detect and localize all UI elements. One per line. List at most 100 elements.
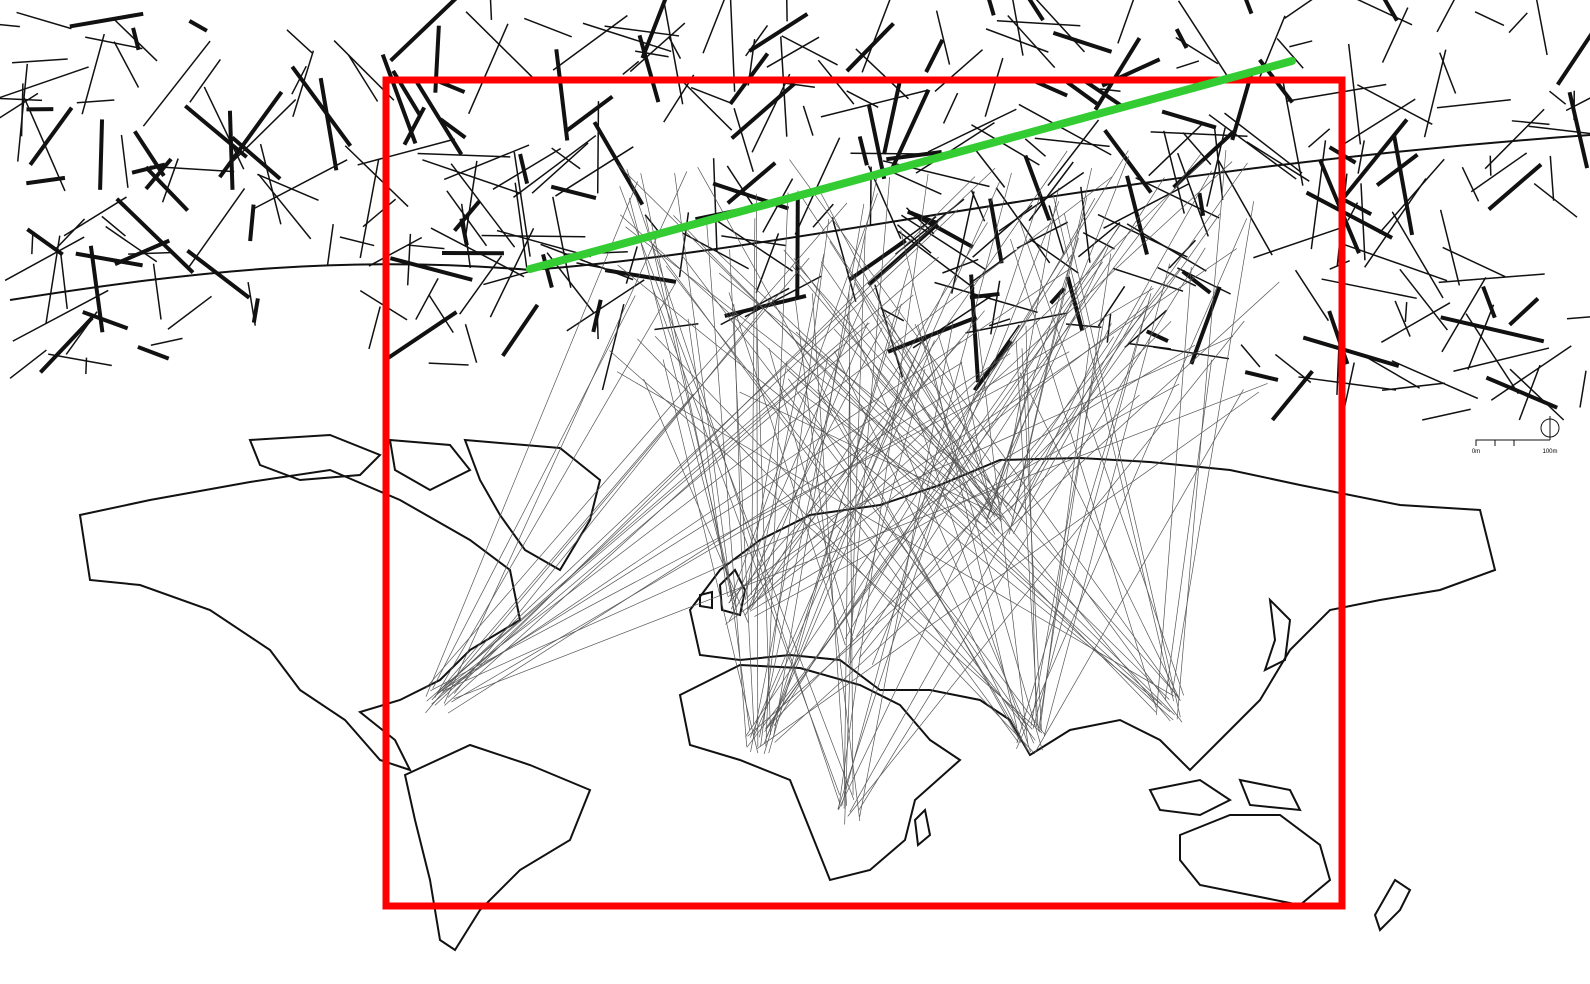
- connection-line: [718, 272, 1010, 506]
- street: [1276, 38, 1304, 69]
- street: [1217, 160, 1273, 256]
- street: [984, 57, 1004, 117]
- street: [1024, 138, 1047, 157]
- street: [1436, 0, 1455, 33]
- street: [935, 10, 951, 65]
- highlight-box: [382, 76, 1346, 910]
- street: [133, 130, 166, 177]
- street: [189, 58, 221, 103]
- street: [402, 106, 426, 146]
- street: [855, 48, 910, 100]
- street: [1484, 108, 1545, 170]
- street: [1284, 0, 1313, 19]
- street: [712, 158, 718, 252]
- street: [55, 218, 86, 250]
- street: [222, 99, 297, 172]
- street: [1378, 158, 1445, 234]
- street: [973, 324, 1020, 391]
- street: [188, 19, 208, 33]
- street: [1423, 49, 1447, 138]
- street: [0, 66, 89, 99]
- scale-line: [1475, 439, 1550, 446]
- street: [4, 236, 85, 282]
- street: [85, 36, 143, 50]
- scale-label: 100m: [1542, 449, 1557, 455]
- street: [1321, 278, 1417, 300]
- street: [101, 215, 126, 237]
- street: [161, 158, 179, 203]
- street: [259, 143, 282, 225]
- connection-line: [447, 176, 976, 698]
- street: [38, 316, 94, 374]
- street: [137, 345, 170, 361]
- connection-line: [697, 166, 1022, 743]
- connection-line: [881, 314, 1183, 723]
- street: [1357, 140, 1365, 174]
- street: [744, 275, 822, 318]
- connection-line: [760, 218, 830, 747]
- connection-line: [729, 193, 878, 604]
- street: [726, 161, 777, 205]
- street: [75, 251, 143, 268]
- connection-line: [436, 167, 996, 696]
- street: [144, 157, 173, 191]
- street: [1148, 122, 1205, 177]
- street: [105, 225, 158, 263]
- street: [1125, 175, 1149, 255]
- street: [417, 152, 511, 158]
- street: [1579, 370, 1587, 408]
- street: [518, 153, 530, 185]
- street: [1176, 152, 1209, 237]
- connection-line: [843, 363, 851, 809]
- street: [467, 23, 509, 115]
- street: [1012, 0, 1024, 56]
- connection-line: [753, 181, 1001, 737]
- street: [389, 0, 458, 63]
- street: [1342, 118, 1409, 199]
- connection-line: [609, 350, 1043, 734]
- street: [794, 137, 841, 235]
- street: [1399, 268, 1449, 331]
- connection-line: [441, 268, 1071, 694]
- connection-line: [989, 336, 1115, 520]
- street: [857, 135, 869, 166]
- street: [985, 28, 1049, 53]
- street: [1556, 32, 1590, 86]
- street: [339, 236, 375, 247]
- street: [446, 190, 488, 247]
- connection-line: [848, 177, 1165, 666]
- connection-line: [858, 247, 1206, 811]
- connection-line: [856, 225, 1120, 637]
- street: [357, 138, 455, 166]
- street: [1135, 177, 1220, 219]
- connection-line: [1010, 238, 1157, 708]
- street: [0, 23, 20, 28]
- street: [1382, 0, 1399, 22]
- street: [26, 227, 64, 257]
- street: [886, 150, 942, 162]
- connection-line: [746, 161, 1233, 610]
- street: [974, 148, 1006, 188]
- street: [1082, 231, 1115, 250]
- street: [1048, 205, 1065, 255]
- street: [802, 105, 814, 136]
- street: [601, 303, 625, 391]
- connection-line: [795, 331, 1170, 700]
- street: [663, 1, 684, 105]
- street: [1302, 335, 1400, 368]
- street: [257, 173, 312, 240]
- connection-line: [1063, 213, 1181, 718]
- street: [1274, 353, 1312, 384]
- street: [203, 86, 245, 170]
- street: [820, 89, 927, 118]
- connection-line: [1017, 217, 1184, 696]
- street: [1023, 154, 1052, 221]
- street: [1307, 128, 1331, 148]
- street: [1508, 12, 1528, 34]
- connection-line: [728, 292, 846, 646]
- street: [1489, 155, 1492, 176]
- street: [1208, 114, 1297, 180]
- street: [16, 11, 72, 30]
- street: [987, 0, 996, 16]
- connection-line: [838, 173, 929, 810]
